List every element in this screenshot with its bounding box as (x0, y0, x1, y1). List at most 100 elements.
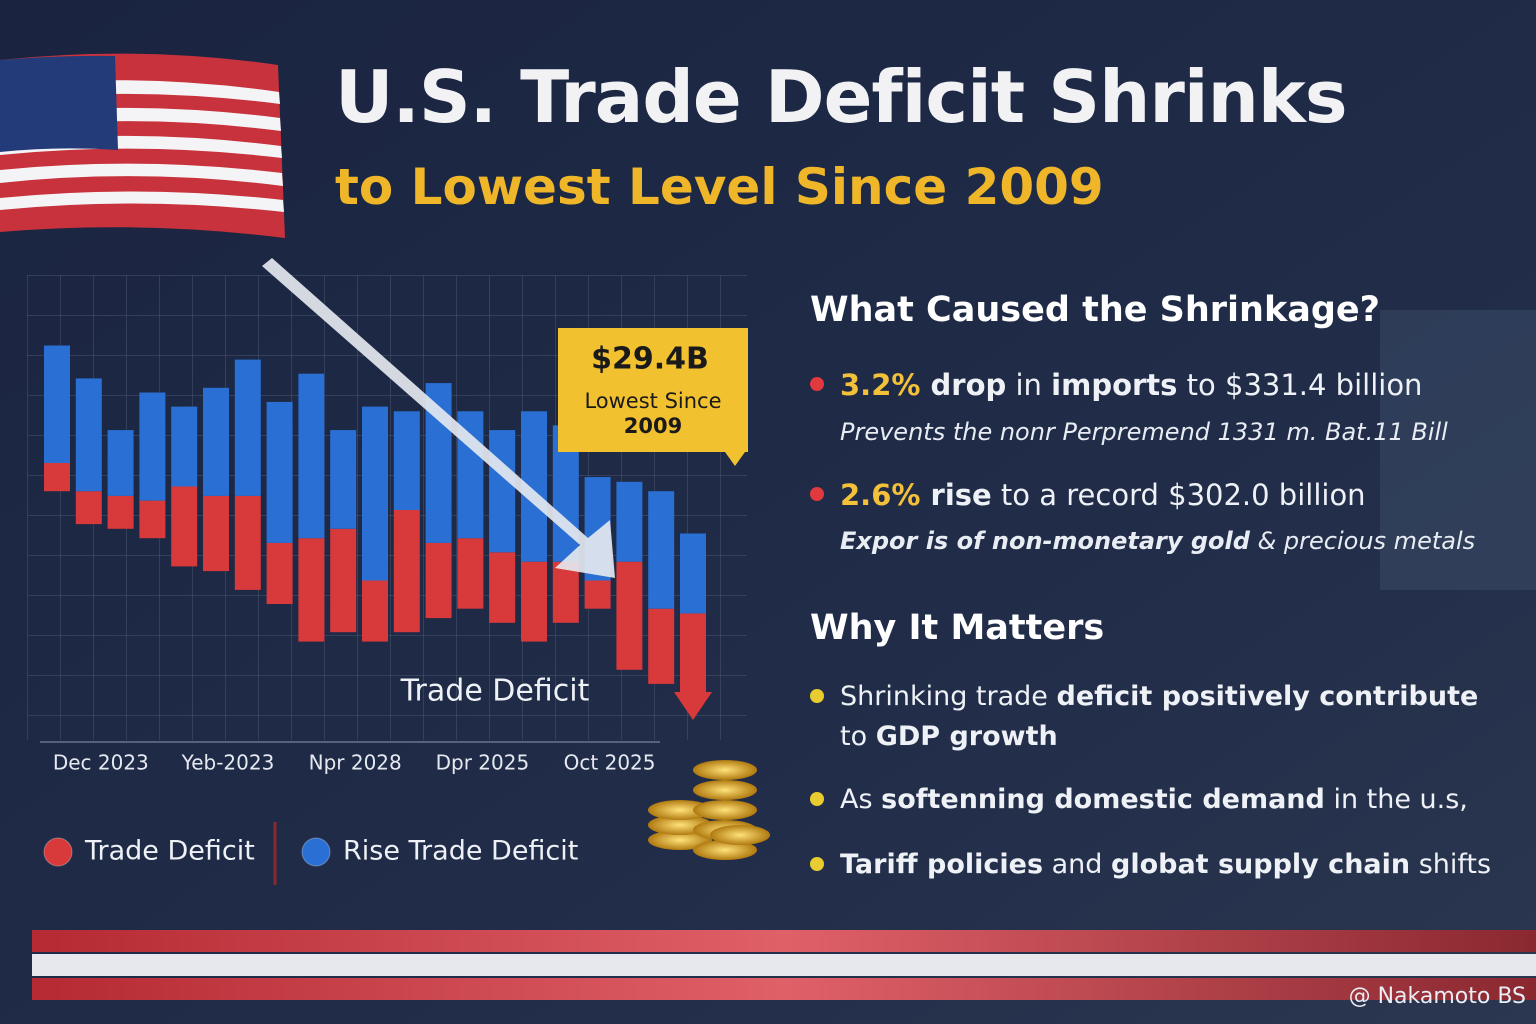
text-run: Expor is of (840, 527, 992, 555)
bar-segment (393, 510, 420, 633)
flag (0, 53, 285, 238)
text-run: to (840, 721, 876, 752)
callout-text: 2009 (624, 414, 682, 438)
bar-segment (521, 561, 547, 642)
bullet (810, 857, 824, 871)
cause-item: 2.6% rise to a record $302.0 billion (810, 475, 1510, 515)
text-run: to $331.4 billion (1177, 368, 1423, 402)
text-run: 2.6% (840, 478, 921, 512)
bar-segment (425, 542, 452, 619)
bar-segment (330, 430, 357, 529)
bar-segment (171, 406, 198, 487)
credit: @ Nakamoto BS (1348, 984, 1526, 1009)
bullet (810, 487, 824, 501)
cause-note: Expor is of non-monetary gold & precious… (840, 527, 1475, 555)
callout (558, 328, 748, 466)
text-run: deficit positively contribute (1056, 681, 1479, 712)
bar-segment (75, 378, 102, 492)
bottom-stripes (32, 930, 1536, 1000)
x-tick-label: Dec 2023 (53, 751, 149, 775)
bar-segment (362, 406, 388, 581)
cause-text: 3.2% drop in imports to $331.4 billion (810, 365, 1510, 405)
cause-note: Prevents the nonr Perpremend 1331 m. Bat… (840, 418, 1448, 446)
bar-segment (44, 345, 70, 463)
trend-arrow (262, 258, 615, 578)
text-run: shifts (1410, 849, 1492, 880)
bar-segment (203, 495, 229, 572)
legend-label: Trade Deficit (84, 836, 255, 867)
bar-segment (139, 500, 166, 539)
bullet (810, 377, 824, 391)
down-arrow (674, 620, 712, 720)
bar-segment (234, 359, 261, 496)
legend-swatch (43, 837, 73, 867)
bar-segment (330, 528, 357, 633)
text-run: globat supply chain (1111, 849, 1411, 880)
text-run: Prevents the nonr Perpremend 1331 m. Bat… (840, 418, 1448, 446)
matter-item: Tariff policies and globat supply chain … (810, 845, 1500, 885)
matter-item: Shrinking trade deficit positively contr… (810, 677, 1500, 757)
text-run: in the u.s, (1324, 784, 1468, 815)
bar-segment (266, 401, 293, 543)
text-run: Tariff policies (840, 849, 1044, 880)
legend-label: Rise Trade Deficit (343, 836, 578, 867)
x-tick-label: Dpr 2025 (436, 751, 530, 775)
bar-segment (107, 495, 134, 529)
text-run: imports (1051, 368, 1178, 402)
cause-item: 3.2% drop in imports to $331.4 billion (810, 365, 1510, 405)
text-run: in (1006, 368, 1052, 402)
text-run: to a record $302.0 billion (991, 478, 1366, 512)
coins (648, 760, 770, 860)
legend-swatch (301, 837, 331, 867)
chart: Dec 2023 Yeb-2023 Npr 2028 Dpr 2025 Oct 2025… (40, 258, 748, 885)
bar-segment (393, 411, 420, 510)
bar-segment (616, 561, 643, 670)
chart-label: Trade Deficit (400, 674, 590, 709)
bar-segment (107, 430, 134, 496)
matter-text: As softenning domestic demand in the u.s… (810, 780, 1500, 820)
bar-segment (489, 552, 516, 623)
bar-segment (489, 430, 516, 553)
x-tick-label: Yeb-2023 (181, 751, 275, 775)
bar-segment (266, 542, 293, 604)
x-tick-label: Npr 2028 (309, 751, 402, 775)
bullet (810, 792, 824, 806)
bar-segment (362, 580, 388, 642)
text-run: & precious metals (1249, 527, 1476, 555)
bar-segment (75, 491, 102, 525)
text-run: softenning domestic demand (881, 784, 1325, 815)
subtitle: to Lowest Level Since 2009 (335, 158, 1104, 216)
bar-segment (44, 463, 70, 492)
text-run: drop (920, 368, 1007, 402)
text-run: non-monetary gold (991, 527, 1250, 555)
bar-segment (584, 580, 611, 609)
matter-text: Tariff policies and globat supply chain … (810, 845, 1500, 885)
matter-item: As softenning domestic demand in the u.s… (810, 780, 1500, 820)
text-run: Shrinking trade (840, 681, 1057, 712)
text-run: and (1043, 849, 1111, 880)
bar-segment (139, 392, 166, 501)
bar-segment (203, 387, 229, 496)
bar-segment (680, 533, 706, 614)
cause-text: 2.6% rise to a record $302.0 billion (810, 475, 1510, 515)
bar-segment (234, 495, 261, 590)
bar-segment (552, 561, 579, 623)
bar-segment (298, 538, 325, 642)
bar-segment (298, 373, 325, 539)
title: U.S. Trade Deficit Shrinks (335, 55, 1348, 139)
matters-heading: Why It Matters (810, 608, 1105, 648)
bar-segment (171, 486, 198, 567)
text-run: 3.2% (840, 368, 921, 402)
ship-containers (1380, 310, 1536, 590)
bar-segment (457, 538, 484, 609)
causes-heading: What Caused the Shrinkage? (810, 290, 1380, 330)
bar-segment (648, 491, 675, 609)
text-run: rise (920, 478, 992, 512)
x-tick-label: Oct 2025 (564, 751, 656, 775)
bar-segment (616, 481, 643, 562)
bullet (810, 689, 824, 703)
bar-segment (648, 608, 675, 684)
text-run: GDP growth (875, 721, 1058, 752)
